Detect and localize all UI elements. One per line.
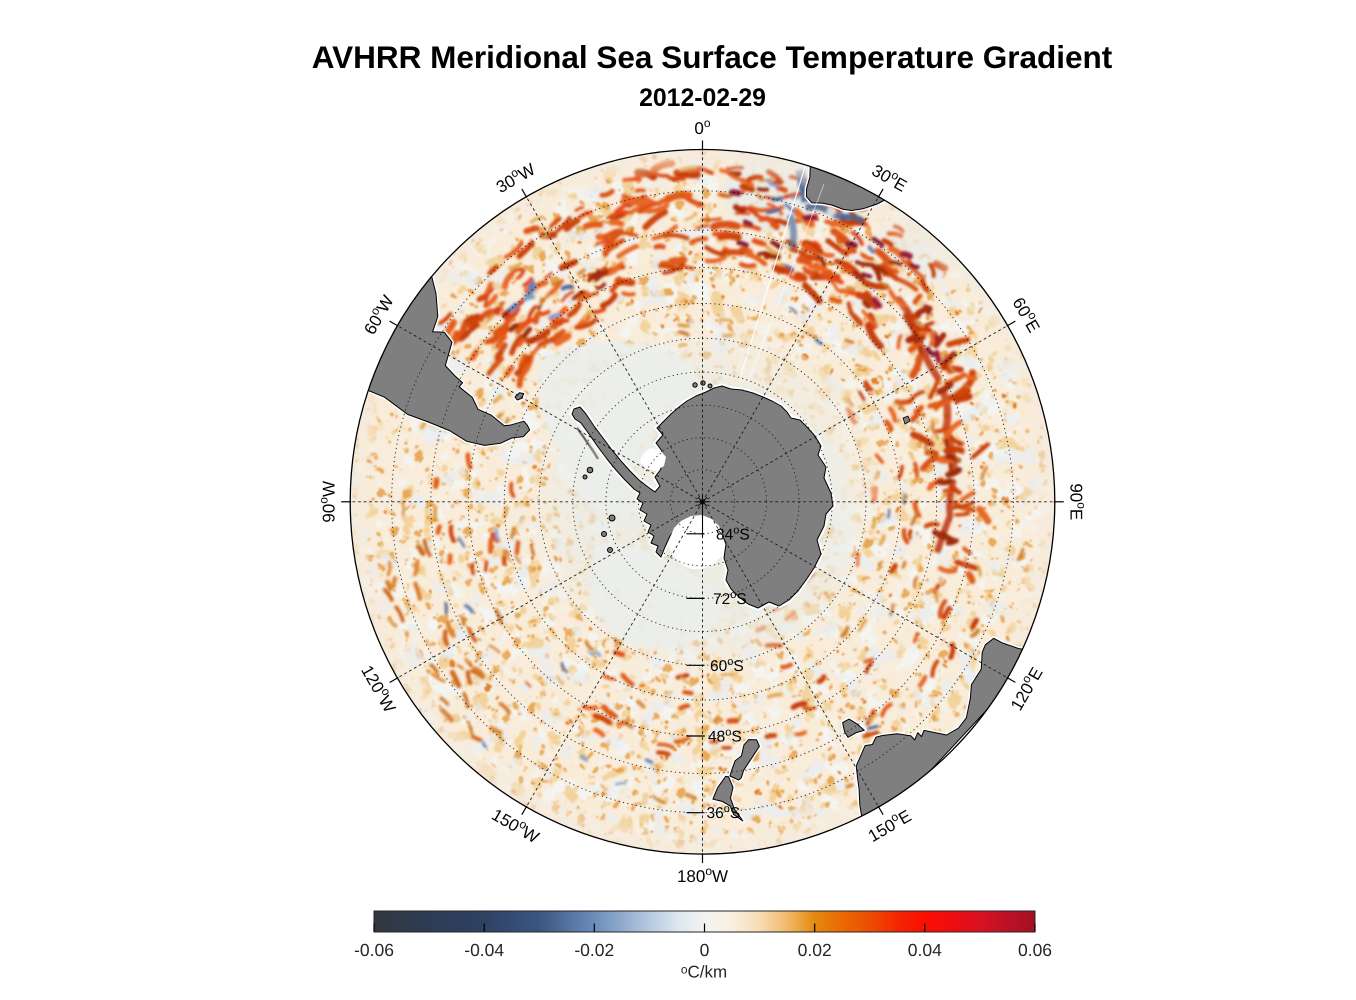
svg-text:0.04: 0.04 — [908, 940, 942, 960]
svg-text:0: 0 — [700, 940, 710, 960]
svg-text:30oE: 30oE — [868, 158, 911, 196]
svg-text:180oW: 180oW — [677, 864, 728, 886]
svg-text:72oS: 72oS — [713, 589, 747, 608]
svg-text:60oW: 60oW — [358, 291, 398, 338]
svg-text:-0.04: -0.04 — [464, 940, 504, 960]
svg-text:0.02: 0.02 — [798, 940, 832, 960]
svg-text:-0.02: -0.02 — [574, 940, 614, 960]
svg-text:36oS: 36oS — [707, 803, 741, 822]
svg-text:90oW: 90oW — [317, 481, 339, 523]
svg-text:30oW: 30oW — [491, 157, 538, 197]
svg-text:48oS: 48oS — [708, 727, 742, 746]
svg-text:60oS: 60oS — [710, 656, 744, 675]
svg-text:90oE: 90oE — [1067, 483, 1089, 520]
svg-text:-0.06: -0.06 — [354, 940, 394, 960]
svg-text:84oS: 84oS — [716, 524, 750, 543]
svg-text:oC/km: oC/km — [681, 963, 727, 982]
svg-text:60oE: 60oE — [1009, 293, 1047, 336]
svg-text:0.06: 0.06 — [1018, 940, 1052, 960]
svg-text:0o: 0o — [694, 116, 710, 138]
